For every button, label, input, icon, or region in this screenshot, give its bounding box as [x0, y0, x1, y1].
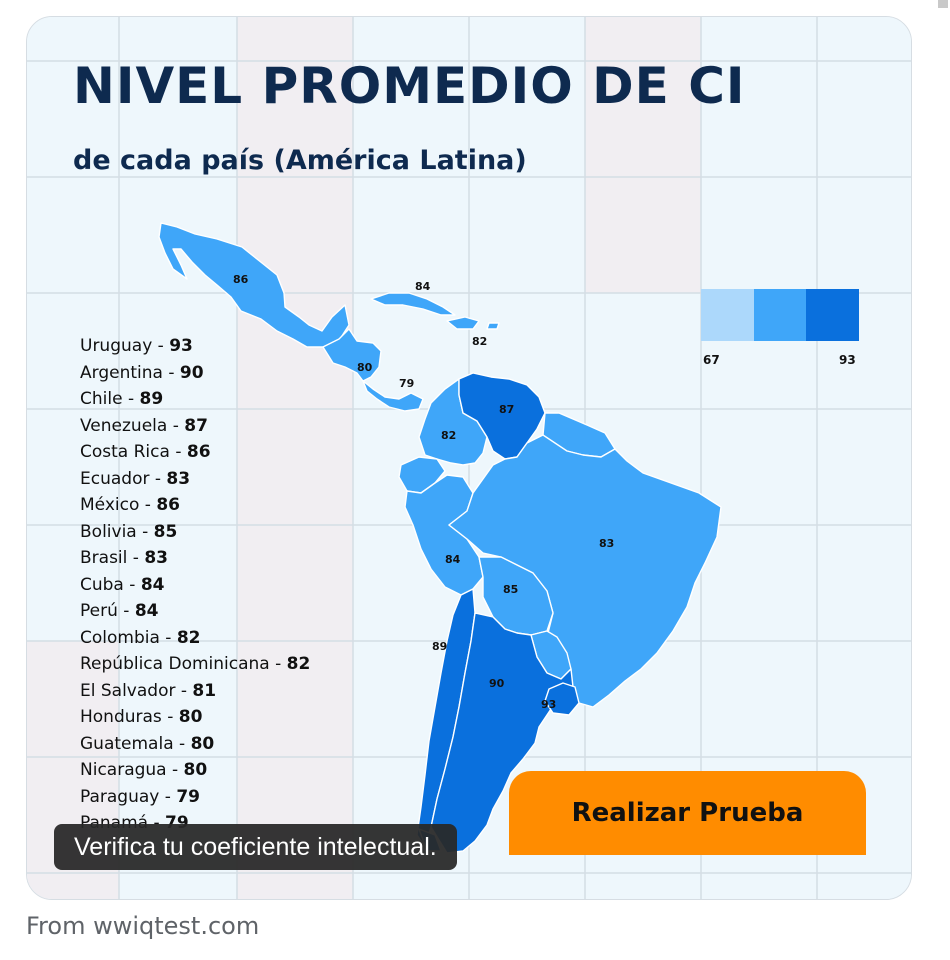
ranking-country: Paraguay: [80, 786, 160, 807]
ranking-item: Cuba - 84: [80, 574, 165, 595]
ranking-item: Colombia - 82: [80, 627, 201, 648]
map-region-panama: [362, 380, 424, 412]
ranking-country: Guatemala: [80, 733, 174, 754]
country-ranking-list: Uruguay - 93 Argentina - 90 Chile - 89 Vene…: [80, 333, 310, 837]
ranking-country: Argentina: [80, 362, 163, 383]
ranking-iq-value: 82: [176, 627, 201, 648]
ranking-item: Bolivia - 85: [80, 521, 178, 542]
map-card[interactable]: NIVEL PROMEDIO DE CI de cada país (Améri…: [26, 16, 912, 900]
ranking-country: Costa Rica: [80, 442, 170, 462]
ranking-item: Chile - 89: [80, 389, 164, 409]
ranking-iq-value: 80: [190, 733, 215, 754]
ranking-iq-value: 93: [169, 336, 193, 356]
ranking-iq-value: 81: [192, 680, 217, 701]
map-label-venezuela: 87: [499, 403, 514, 416]
ranking-item: Argentina - 90: [80, 362, 204, 383]
ranking-item: El Salvador - 81: [80, 680, 217, 701]
page-title: NIVEL PROMEDIO DE CI: [73, 57, 746, 115]
map-label-dominican-republic: 82: [472, 335, 487, 348]
ranking-iq-value: 80: [178, 707, 203, 727]
ranking-country: Perú: [80, 601, 118, 621]
map-region-uruguay: [544, 682, 580, 716]
ranking-item: Honduras - 80: [80, 707, 203, 727]
scrollbar-thumb[interactable]: [938, 0, 948, 8]
ranking-iq-value: 80: [183, 760, 208, 780]
ranking-country: Chile: [80, 389, 123, 409]
ranking-iq-value: 90: [179, 362, 204, 383]
map-label-brazil: 83: [599, 537, 614, 550]
map-label-peru: 84: [445, 553, 461, 566]
ranking-item: Uruguay - 93: [80, 336, 193, 356]
ranking-item: Ecuador - 83: [80, 468, 191, 489]
ranking-item: Nicaragua - 80: [80, 760, 208, 780]
ranking-item: Venezuela - 87: [80, 415, 208, 436]
ranking-iq-value: 86: [156, 495, 180, 515]
map-label-uruguay: 93: [541, 698, 556, 711]
map-label-mexico: 86: [233, 273, 249, 286]
ranking-item: Costa Rica - 86: [80, 442, 211, 462]
map-label-panama: 79: [399, 377, 414, 390]
ranking-iq-value: 83: [144, 548, 168, 568]
ranking-item: República Dominicana - 82: [80, 654, 311, 674]
ranking-iq-value: 79: [176, 786, 200, 807]
map-label-cuba: 84: [415, 280, 431, 293]
ranking-item: México - 86: [80, 495, 180, 515]
ranking-country: República Dominicana: [80, 654, 270, 674]
ranking-country: Cuba: [80, 574, 124, 595]
map-label-chile: 89: [432, 640, 447, 653]
ranking-iq-value: 85: [153, 521, 178, 542]
page-subtitle: de cada país (América Latina): [73, 145, 527, 176]
ranking-country: Brasil: [80, 548, 128, 568]
map-region-cuba: [370, 292, 456, 316]
ranking-item: Guatemala - 80: [80, 733, 215, 754]
color-scale-legend: [701, 289, 860, 341]
ranking-item: Brasil - 83: [80, 548, 168, 568]
ranking-country: El Salvador: [80, 680, 176, 701]
ranking-item: Paraguay - 79: [80, 786, 200, 807]
ranking-iq-value: 82: [286, 654, 311, 674]
map-label-colombia: 82: [441, 429, 456, 442]
ranking-iq-value: 87: [184, 415, 208, 436]
ranking-country: Ecuador: [80, 468, 150, 489]
ranking-iq-value: 84: [134, 601, 159, 621]
map-region-puerto-rico: [486, 322, 500, 330]
map-label-bolivia: 85: [503, 583, 518, 596]
ranking-iq-value: 84: [140, 574, 165, 595]
ranking-iq-value: 83: [166, 468, 191, 489]
legend-max-label: 93: [839, 353, 856, 367]
image-caption: Verifica tu coeficiente intelectual.: [54, 824, 457, 870]
ranking-country: Venezuela: [80, 415, 168, 436]
latin-america-map: 86 84 82 80 79 87 82 84 83 85 89 90 93: [158, 222, 722, 854]
ranking-iq-value: 86: [186, 442, 211, 462]
ranking-country: Bolivia: [80, 521, 137, 542]
legend-swatch-mid: [753, 289, 807, 341]
map-label-central-america: 80: [357, 361, 373, 374]
ranking-country: Uruguay: [80, 336, 153, 356]
ranking-country: México: [80, 495, 140, 515]
map-label-argentina: 90: [489, 677, 505, 690]
take-test-button[interactable]: Realizar Prueba: [509, 771, 866, 855]
map-region-mexico: [158, 222, 350, 348]
map-region-central-america: [322, 328, 382, 382]
map-region-dominican-republic: [446, 316, 480, 330]
ranking-country: Honduras: [80, 707, 162, 727]
legend-swatch-high: [806, 289, 860, 341]
source-attribution[interactable]: From wwiqtest.com: [26, 912, 260, 940]
map-region-argentina: [430, 612, 574, 854]
ranking-iq-value: 89: [139, 389, 164, 409]
ranking-country: Colombia: [80, 627, 160, 648]
legend-swatch-low: [701, 289, 754, 341]
ranking-country: Nicaragua: [80, 760, 167, 780]
legend-min-label: 67: [703, 353, 720, 367]
ranking-item: Perú - 84: [80, 601, 159, 621]
